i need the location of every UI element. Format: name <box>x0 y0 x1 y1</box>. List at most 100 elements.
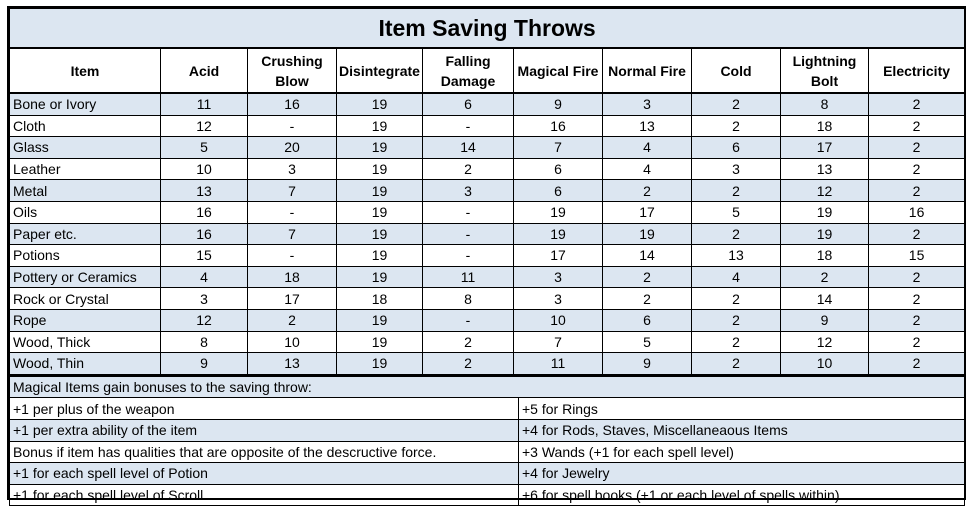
saving-throw-cell: - <box>247 200 337 224</box>
notes-heading: Magical Items gain bonuses to the saving… <box>8 375 966 399</box>
saving-throw-cell: 2 <box>867 308 966 332</box>
item-name-cell: Pottery or Ceramics <box>9 265 161 289</box>
saving-throw-cell: 18 <box>780 244 869 267</box>
saving-throw-cell: 17 <box>247 287 337 310</box>
saving-throw-cell: 6 <box>602 308 692 332</box>
saving-throw-cell: 2 <box>691 222 781 246</box>
saving-throw-cell: 10 <box>160 157 248 181</box>
saving-throw-cell: 2 <box>867 287 966 310</box>
item-name-cell: Wood, Thick <box>9 330 161 354</box>
saving-throw-cell: 19 <box>336 265 423 289</box>
saving-throw-cell: 2 <box>867 352 966 376</box>
item-name-cell: Bone or Ivory <box>9 92 161 116</box>
saving-throw-cell: 2 <box>867 330 966 354</box>
note-left: +1 per extra ability of the item <box>9 418 519 442</box>
saving-throw-cell: 16 <box>247 92 337 116</box>
saving-throw-cell: 2 <box>691 114 781 138</box>
table-title: Item Saving Throws <box>8 8 966 49</box>
saving-throw-cell: 15 <box>160 244 248 267</box>
saving-throw-cell: 8 <box>160 330 248 354</box>
saving-throw-cell: 19 <box>336 136 423 159</box>
saving-throw-cell: 7 <box>513 136 603 159</box>
saving-throw-cell: 19 <box>602 222 692 246</box>
saving-throw-cell: 19 <box>336 92 423 116</box>
table-row: Rock or Crystal 3 17 18 8 3 2 2 14 2 <box>9 287 966 310</box>
table-row: Wood, Thin 9 13 19 2 11 9 2 10 2 <box>9 352 966 376</box>
saving-throw-cell: 7 <box>247 179 337 202</box>
note-left: +1 for each spell level of Scroll <box>9 483 519 507</box>
saving-throw-cell: 9 <box>602 352 692 376</box>
saving-throw-cell: 10 <box>513 308 603 332</box>
saving-throw-cell: 2 <box>867 222 966 246</box>
saving-throw-cell: 19 <box>336 179 423 202</box>
saving-throw-cell: 2 <box>691 179 781 202</box>
saving-throw-cell: 9 <box>160 352 248 376</box>
saving-throw-cell: 19 <box>336 222 423 246</box>
saving-throw-cell: 4 <box>602 157 692 181</box>
saving-throw-cell: 16 <box>867 200 966 224</box>
saving-throw-cell: 16 <box>160 222 248 246</box>
column-header-row: Item Acid Crushing Blow Disintegrate Falling… <box>9 47 966 94</box>
saving-throw-cell: - <box>247 244 337 267</box>
table-row: Oils 16-19-19 17 5 19 16 <box>9 200 966 224</box>
saving-throw-cell: 7 <box>513 330 603 354</box>
saving-throw-cell: 17 <box>513 244 603 267</box>
item-name-cell: Potions <box>9 244 161 267</box>
note-right: +3 Wands (+1 for each spell level) <box>517 440 966 464</box>
saving-throw-cell: 2 <box>867 157 966 181</box>
table-row: Metal 13 7 19 3 6 2 2 12 2 <box>9 179 966 202</box>
saving-throw-cell: 2 <box>867 92 966 116</box>
saving-throw-cell: 11 <box>513 352 603 376</box>
note-row: +1 for each spell level of Potion +4 for … <box>9 462 966 485</box>
table-row: Glass 5 20 19 14 7 4 6 17 2 <box>9 136 966 159</box>
saving-throw-cell: 16 <box>160 200 248 224</box>
saving-throw-cell: 2 <box>422 157 514 181</box>
saving-throw-cell: 19 <box>336 352 423 376</box>
saving-throw-cell: 19 <box>336 308 423 332</box>
saving-throw-cell: 6 <box>513 157 603 181</box>
saving-throw-cell: 5 <box>602 330 692 354</box>
column-header: Lightning Bolt <box>780 47 869 94</box>
saving-throw-cell: 19 <box>780 200 869 224</box>
column-header: Falling Damage <box>422 47 514 94</box>
saving-throw-cell: 18 <box>780 114 869 138</box>
saving-throw-cell: 18 <box>247 265 337 289</box>
saving-throw-cell: 4 <box>691 265 781 289</box>
saving-throw-cell: 2 <box>867 136 966 159</box>
item-name-cell: Glass <box>9 136 161 159</box>
saving-throw-cell: 15 <box>867 244 966 267</box>
magical-bonus-notes: Magical Items gain bonuses to the saving… <box>8 375 966 507</box>
saving-throw-cell: 8 <box>780 92 869 116</box>
table-row: Potions 15-19-17 14 13 18 15 <box>9 244 966 267</box>
saving-throw-cell: 19 <box>336 200 423 224</box>
item-name-cell: Cloth <box>9 114 161 138</box>
saving-throw-cell: - <box>422 308 514 332</box>
saving-throw-sheet: Item Saving Throws Item Acid Crushing Blow… <box>7 6 966 507</box>
saving-throw-cell: 14 <box>780 287 869 310</box>
saving-throw-cell: 19 <box>336 244 423 267</box>
saving-throw-cell: - <box>422 114 514 138</box>
note-left: +1 for each spell level of Potion <box>9 462 519 485</box>
saving-throw-cell: - <box>247 114 337 138</box>
saving-throw-cell: 9 <box>780 308 869 332</box>
saving-throw-cell: 19 <box>513 222 603 246</box>
saving-throw-cell: 17 <box>780 136 869 159</box>
saving-throw-cell: 2 <box>691 308 781 332</box>
saving-throw-cell: 18 <box>336 287 423 310</box>
saving-throw-cell: 2 <box>602 265 692 289</box>
item-name-cell: Oils <box>9 200 161 224</box>
saving-throw-cell: 11 <box>422 265 514 289</box>
saving-throw-cell: 12 <box>160 114 248 138</box>
saving-throw-cell: 2 <box>780 265 869 289</box>
saving-throw-cell: 4 <box>160 265 248 289</box>
saving-throw-cell: 20 <box>247 136 337 159</box>
note-right: +6 for spell books (+1 or each level of … <box>517 483 966 507</box>
saving-throw-cell: 6 <box>513 179 603 202</box>
column-header: Cold <box>691 47 781 94</box>
saving-throw-cell: 3 <box>602 92 692 116</box>
column-header: Normal Fire <box>602 47 692 94</box>
saving-throw-cell: 3 <box>513 265 603 289</box>
saving-throw-cell: 6 <box>691 136 781 159</box>
table-row: Leather 10 3 19 2 6 4 3 13 2 <box>9 157 966 181</box>
item-name-cell: Leather <box>9 157 161 181</box>
